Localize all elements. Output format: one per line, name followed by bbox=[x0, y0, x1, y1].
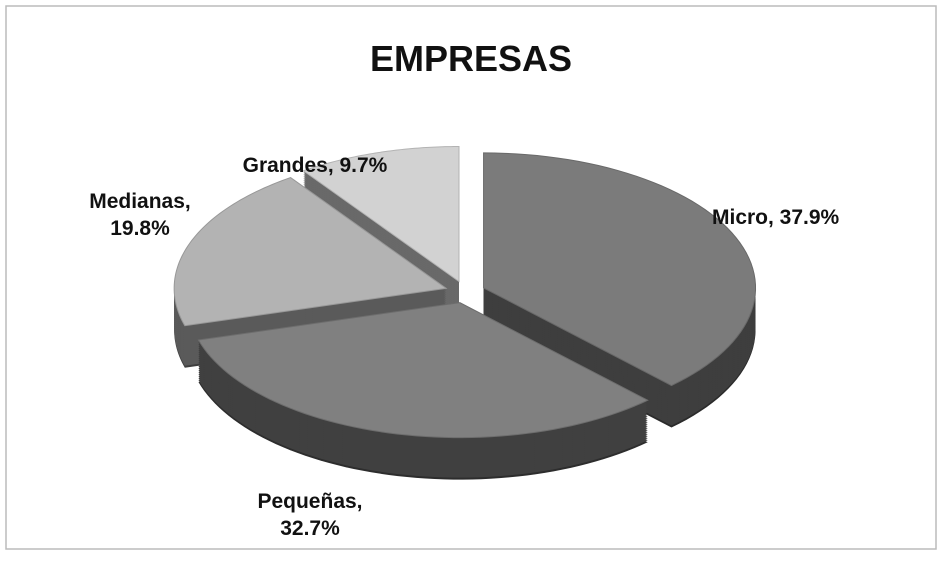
slice bbox=[197, 302, 649, 439]
data-label: Grandes, 9.7% bbox=[242, 154, 388, 177]
slice bbox=[302, 146, 460, 283]
slice bbox=[173, 177, 448, 327]
slice bbox=[483, 152, 757, 387]
chart-title: EMPRESAS bbox=[369, 38, 573, 79]
data-label: Micro, 37.9% bbox=[712, 206, 840, 229]
data-label: Pequeñas, 32.7% bbox=[257, 490, 363, 540]
data-label: Medianas, 19.8% bbox=[89, 190, 191, 240]
